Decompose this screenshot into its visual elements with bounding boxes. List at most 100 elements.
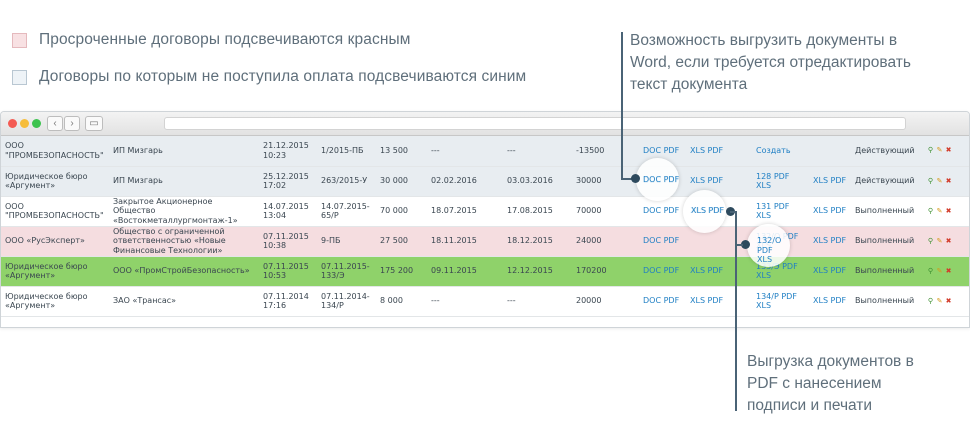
table-row: Юридическое бюро «Аргумент» ИП Мизгарь 25.… bbox=[1, 166, 969, 196]
contractor-cell: ИП Мизгарь bbox=[113, 146, 163, 155]
callout-dot-pdf bbox=[741, 240, 750, 249]
doc-pdf-link[interactable]: DOC PDF bbox=[643, 266, 680, 276]
callout-pdf-line-2: PDF с нанесением bbox=[747, 375, 882, 392]
balance-cell: 70000 bbox=[576, 206, 602, 216]
cross-icon[interactable]: ✖ bbox=[945, 296, 952, 305]
legend-overdue: Просроченные договоры подсвечиваются кра… bbox=[12, 31, 411, 49]
pencil-icon[interactable]: ✎ bbox=[936, 296, 943, 305]
status-cell: Выполненный bbox=[855, 266, 915, 276]
browser-window: ‹ › ▭ ООО "ПРОМБЕЗОПАСНОСТЬ" ИП Мизгарь 21… bbox=[0, 111, 970, 328]
highlight-doc-pdf-label: DOC PDF bbox=[643, 175, 680, 184]
legend-overdue-text: Просроченные договоры подсвечиваются кра… bbox=[39, 31, 411, 48]
status-cell: Выполненный bbox=[855, 206, 915, 216]
row-actions: ⚲ ✎ ✖ bbox=[923, 286, 969, 316]
row-actions: ⚲ ✎ ✖ bbox=[923, 136, 969, 166]
balance-cell: 170200 bbox=[576, 266, 607, 276]
contract-number-cell: 07.11.2015-133/Э bbox=[321, 261, 370, 281]
act-xls-pdf-link[interactable]: XLS PDF bbox=[813, 206, 847, 216]
callout-word-line-1: Возможность выгрузить документы в bbox=[630, 32, 898, 49]
act-link[interactable]: 131 PDF XLS bbox=[756, 201, 790, 221]
magnifier-icon[interactable]: ⚲ bbox=[927, 176, 934, 185]
address-bar[interactable] bbox=[164, 117, 906, 130]
act-link[interactable]: 128 PDF XLS bbox=[756, 171, 790, 191]
pencil-icon[interactable]: ✎ bbox=[936, 206, 943, 215]
close-dot-icon[interactable] bbox=[8, 119, 17, 128]
contracts-table: ООО "ПРОМБЕЗОПАСНОСТЬ" ИП Мизгарь 21.12.20… bbox=[1, 136, 969, 317]
xls-pdf-link[interactable]: XLS PDF bbox=[690, 296, 724, 306]
sum-cell: 27 500 bbox=[380, 236, 408, 246]
callout-dot-word bbox=[631, 174, 640, 183]
highlight-xls-pdf bbox=[683, 190, 726, 233]
xls-pdf-link[interactable]: XLS PDF bbox=[690, 266, 724, 276]
cross-icon[interactable]: ✖ bbox=[945, 266, 952, 275]
highlight-act-pdf-label: 132/О PDF XLS bbox=[757, 236, 789, 265]
table-row: ООО «РусЭксперт» Общество с ограниченной … bbox=[1, 226, 969, 256]
end-date-cell: 03.03.2016 bbox=[507, 176, 553, 186]
callout-pdf-line-1: Выгрузка документов в bbox=[747, 353, 914, 370]
act-xls-pdf-link[interactable]: XLS PDF bbox=[813, 176, 847, 186]
balance-cell: 24000 bbox=[576, 236, 602, 246]
status-cell: Действующий bbox=[855, 176, 915, 186]
callout-word-line-2: Word, если требуется отредактировать bbox=[630, 54, 911, 71]
contract-number-cell: 14.07.2015-65/Р bbox=[321, 201, 370, 221]
callout-line-word-h bbox=[621, 178, 635, 180]
cross-icon[interactable]: ✖ bbox=[945, 176, 952, 185]
contract-number-cell: 9-ПБ bbox=[321, 236, 341, 246]
act-link[interactable]: 134/Р PDF XLS bbox=[756, 291, 797, 311]
status-cell: Выполненный bbox=[855, 296, 915, 306]
sum-cell: 13 500 bbox=[380, 146, 408, 155]
row-actions: ⚲ ✎ ✖ bbox=[923, 196, 969, 226]
row-actions: ⚲ ✎ ✖ bbox=[923, 166, 969, 196]
date-cell: 25.12.2015 17:02 bbox=[263, 171, 309, 191]
act-xls-pdf-link[interactable]: XLS PDF bbox=[813, 266, 847, 276]
cross-icon[interactable]: ✖ bbox=[945, 206, 952, 215]
doc-pdf-link[interactable]: DOC PDF bbox=[643, 236, 680, 246]
start-date-cell: 02.02.2016 bbox=[431, 176, 477, 186]
act-link[interactable]: Создать bbox=[756, 146, 791, 155]
magnifier-icon[interactable]: ⚲ bbox=[927, 206, 934, 215]
minimize-dot-icon[interactable] bbox=[20, 119, 29, 128]
act-xls-pdf-link[interactable]: XLS PDF bbox=[813, 236, 847, 246]
magnifier-icon[interactable]: ⚲ bbox=[927, 236, 934, 245]
status-cell: Действующий bbox=[855, 146, 915, 155]
pencil-icon[interactable]: ✎ bbox=[936, 236, 943, 245]
start-date-cell: --- bbox=[431, 296, 440, 306]
callout-word-line-3: текст документа bbox=[630, 76, 748, 93]
forward-button[interactable]: › bbox=[64, 116, 80, 131]
act-xls-pdf-link[interactable] bbox=[809, 136, 851, 166]
date-cell: 07.11.2015 10:53 bbox=[263, 261, 309, 281]
client-cell: Юридическое бюро «Аргумент» bbox=[5, 291, 88, 311]
highlight-xls-pdf-label: XLS PDF bbox=[691, 206, 725, 215]
table-row: Юридическое бюро «Аргумент» ЗАО «Трансас»… bbox=[1, 286, 969, 316]
row-actions: ⚲ ✎ ✖ bbox=[923, 256, 969, 286]
act-link[interactable]: 133/Э PDF XLS bbox=[756, 261, 798, 281]
doc-pdf-link[interactable]: DOC PDF bbox=[643, 146, 680, 155]
maximize-dot-icon[interactable] bbox=[32, 119, 41, 128]
xls-pdf-link[interactable]: XLS PDF bbox=[690, 176, 724, 186]
start-date-cell: --- bbox=[431, 146, 440, 155]
highlight-doc-pdf bbox=[636, 158, 679, 201]
cross-icon[interactable]: ✖ bbox=[945, 146, 952, 155]
back-button[interactable]: ‹ bbox=[47, 116, 63, 131]
magnifier-icon[interactable]: ⚲ bbox=[927, 296, 934, 305]
balance-cell: -13500 bbox=[576, 146, 605, 155]
contractor-cell: ЗАО «Трансас» bbox=[113, 296, 177, 306]
doc-pdf-link[interactable]: DOC PDF bbox=[643, 296, 680, 306]
cross-icon[interactable]: ✖ bbox=[945, 236, 952, 245]
act-xls-pdf-link[interactable]: XLS PDF bbox=[813, 296, 847, 306]
date-cell: 21.12.2015 10:23 bbox=[263, 141, 309, 160]
pencil-icon[interactable]: ✎ bbox=[936, 266, 943, 275]
doc-pdf-link[interactable]: DOC PDF bbox=[643, 206, 680, 216]
balance-cell: 30000 bbox=[576, 176, 602, 186]
pencil-icon[interactable]: ✎ bbox=[936, 146, 943, 155]
sidebar-toggle-icon[interactable]: ▭ bbox=[85, 116, 103, 131]
xls-pdf-link[interactable]: XLS PDF bbox=[690, 146, 724, 155]
callout-line-pdf bbox=[735, 211, 737, 411]
sum-cell: 8 000 bbox=[380, 296, 403, 306]
client-cell: Юридическое бюро «Аргумент» bbox=[5, 261, 88, 281]
magnifier-icon[interactable]: ⚲ bbox=[927, 266, 934, 275]
end-date-cell: 17.08.2015 bbox=[507, 206, 553, 216]
end-date-cell: --- bbox=[507, 146, 516, 155]
pencil-icon[interactable]: ✎ bbox=[936, 176, 943, 185]
magnifier-icon[interactable]: ⚲ bbox=[927, 146, 934, 155]
